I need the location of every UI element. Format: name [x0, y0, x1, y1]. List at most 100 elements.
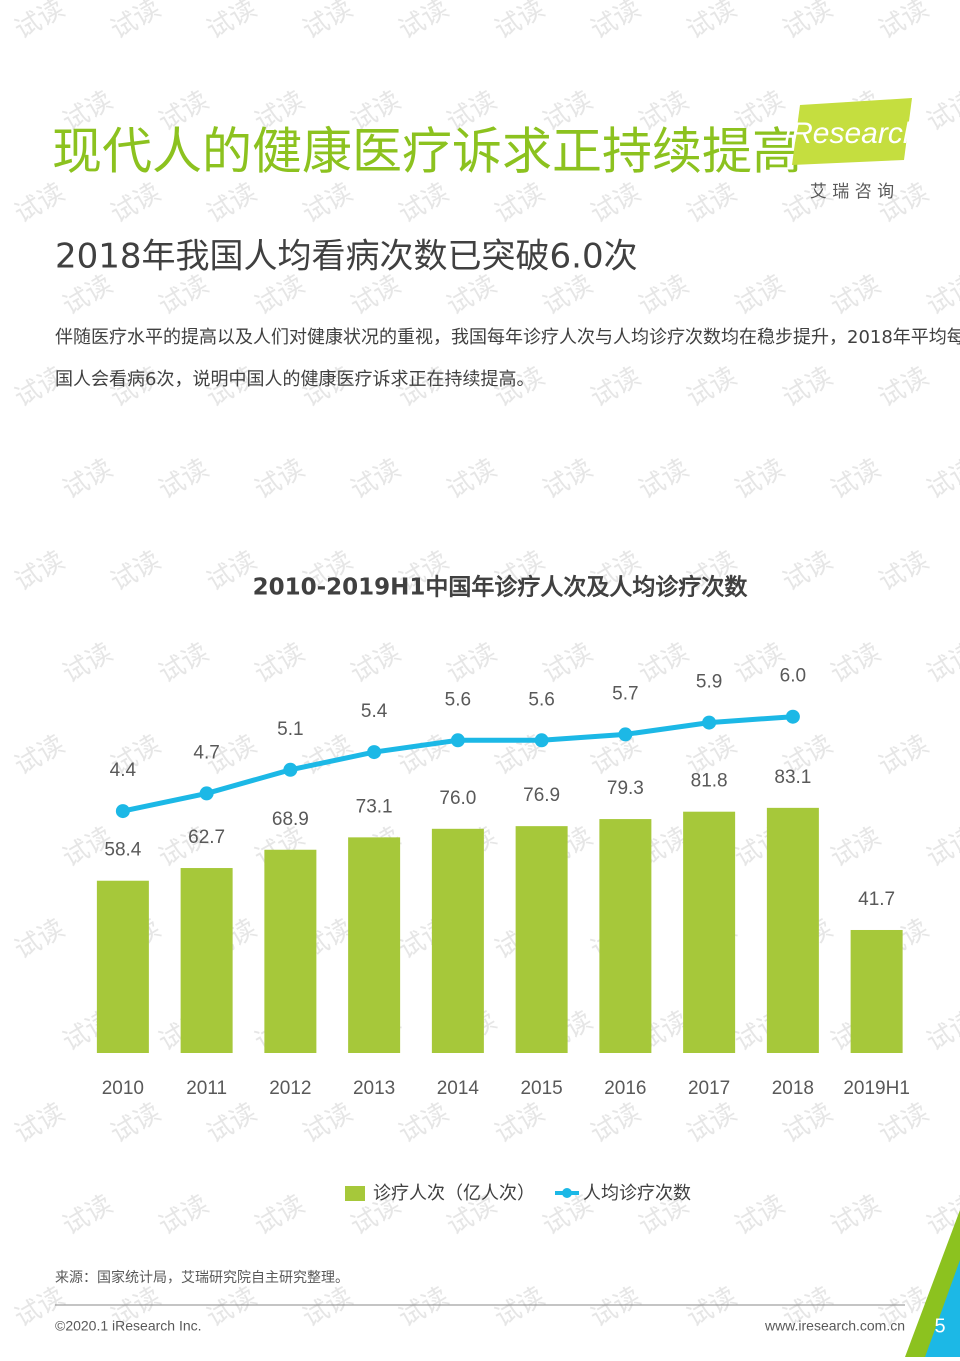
watermark: 试读 — [10, 1098, 70, 1150]
watermark: 试读 — [778, 546, 838, 598]
watermark: 试读 — [778, 0, 838, 46]
watermark: 试读 — [10, 0, 70, 46]
watermark: 试读 — [58, 454, 118, 506]
watermark: 试读 — [586, 0, 646, 46]
watermark: 试读 — [490, 0, 550, 46]
bar-value-label: 62.7 — [188, 827, 225, 848]
bar — [264, 849, 317, 1053]
watermark: 试读 — [154, 270, 214, 322]
watermark: 试读 — [634, 638, 694, 690]
watermark: 试读 — [538, 270, 598, 322]
watermark: 试读 — [58, 1190, 118, 1242]
line-point — [199, 786, 214, 801]
watermark: 试读 — [874, 362, 934, 414]
watermark: 试读 — [874, 546, 934, 598]
watermark: 试读 — [250, 270, 310, 322]
logo-shape — [792, 98, 912, 165]
bar-value-label: 79.3 — [607, 778, 644, 799]
line-value-label: 5.6 — [445, 689, 471, 710]
body-text: 伴随医疗水平的提高以及人们对健康状况的重视，我国每年诊疗人次与人均诊疗次数均在稳… — [55, 327, 960, 348]
watermark: 试读 — [826, 454, 886, 506]
watermark: 试读 — [154, 1190, 214, 1242]
watermark: 试读 — [10, 914, 70, 966]
watermark: 试读 — [202, 1098, 262, 1150]
x-tick-label: 2019H1 — [843, 1078, 910, 1099]
x-tick-label: 2016 — [604, 1078, 646, 1099]
watermark: 试读 — [682, 362, 742, 414]
watermark: 试读 — [106, 1098, 166, 1150]
watermark: 试读 — [154, 638, 214, 690]
watermark: 试读 — [682, 178, 742, 230]
x-tick-label: 2018 — [772, 1078, 814, 1099]
watermark: 试读 — [106, 178, 166, 230]
watermark: 试读 — [10, 730, 70, 782]
x-tick-label: 2010 — [102, 1078, 144, 1099]
watermark: 试读 — [826, 638, 886, 690]
watermark: 试读 — [922, 86, 960, 138]
watermark: 试读 — [922, 270, 960, 322]
line-point — [618, 727, 633, 742]
bar-value-label: 76.9 — [523, 785, 560, 806]
watermark: 试读 — [826, 1190, 886, 1242]
line-value-label: 5.1 — [277, 719, 303, 740]
line-point — [702, 715, 717, 730]
chart-title: 2010-2019H1中国年诊疗人次及人均诊疗次数 — [253, 574, 749, 601]
watermark: 试读 — [202, 178, 262, 230]
watermark: 试读 — [538, 638, 598, 690]
bar — [431, 828, 484, 1053]
watermark: 试读 — [490, 178, 550, 230]
bar — [515, 826, 568, 1053]
watermark: 试读 — [154, 454, 214, 506]
watermark: 试读 — [634, 270, 694, 322]
page-number: 5 — [934, 1315, 945, 1337]
line-value-label: 4.4 — [110, 760, 137, 781]
watermark: 试读 — [922, 1006, 960, 1058]
watermark: 试读 — [826, 822, 886, 874]
watermark: 试读 — [490, 1282, 550, 1334]
legend-swatch — [562, 1188, 572, 1198]
watermark: 试读 — [778, 362, 838, 414]
x-tick-label: 2017 — [688, 1078, 730, 1099]
x-tick-label: 2012 — [269, 1078, 311, 1099]
watermark: 试读 — [730, 270, 790, 322]
line-point — [534, 733, 549, 748]
bar-value-label: 73.1 — [356, 796, 393, 817]
watermark: 试读 — [346, 638, 406, 690]
corner-decoration — [925, 1260, 960, 1357]
watermark: 试读 — [586, 1282, 646, 1334]
watermark: 试读 — [298, 1098, 358, 1150]
watermark: 试读 — [298, 1282, 358, 1334]
watermark: 试读 — [922, 822, 960, 874]
watermark: 试读 — [586, 362, 646, 414]
watermark: 试读 — [250, 454, 310, 506]
line-point — [367, 745, 382, 760]
legend-label: 人均诊疗次数 — [583, 1183, 691, 1204]
line-value-label: 6.0 — [780, 666, 806, 687]
bar-value-label: 83.1 — [774, 767, 811, 788]
bar-value-label: 58.4 — [104, 840, 141, 861]
bar — [348, 837, 401, 1053]
bar-value-label: 68.9 — [272, 809, 309, 830]
watermark: 试读 — [346, 454, 406, 506]
watermark: 试读 — [298, 178, 358, 230]
watermark: 试读 — [826, 270, 886, 322]
watermark: 试读 — [58, 270, 118, 322]
line-point — [115, 804, 130, 819]
bar — [766, 807, 819, 1053]
watermark: 试读 — [346, 270, 406, 322]
bar — [180, 868, 233, 1053]
page-title: 现代人的健康医疗诉求正持续提高 — [52, 123, 802, 181]
line-point — [283, 762, 298, 777]
bar-value-label: 81.8 — [691, 771, 728, 792]
legend-swatch — [345, 1186, 365, 1201]
copyright: ©2020.1 iResearch Inc. — [55, 1318, 202, 1334]
watermark: 试读 — [730, 454, 790, 506]
watermark: 试读 — [202, 1282, 262, 1334]
watermark: 试读 — [586, 1098, 646, 1150]
watermark: 试读 — [394, 1098, 454, 1150]
watermark: 试读 — [730, 1190, 790, 1242]
watermark: 试读 — [874, 0, 934, 46]
watermark: 试读 — [10, 546, 70, 598]
watermark: 试读 — [394, 0, 454, 46]
